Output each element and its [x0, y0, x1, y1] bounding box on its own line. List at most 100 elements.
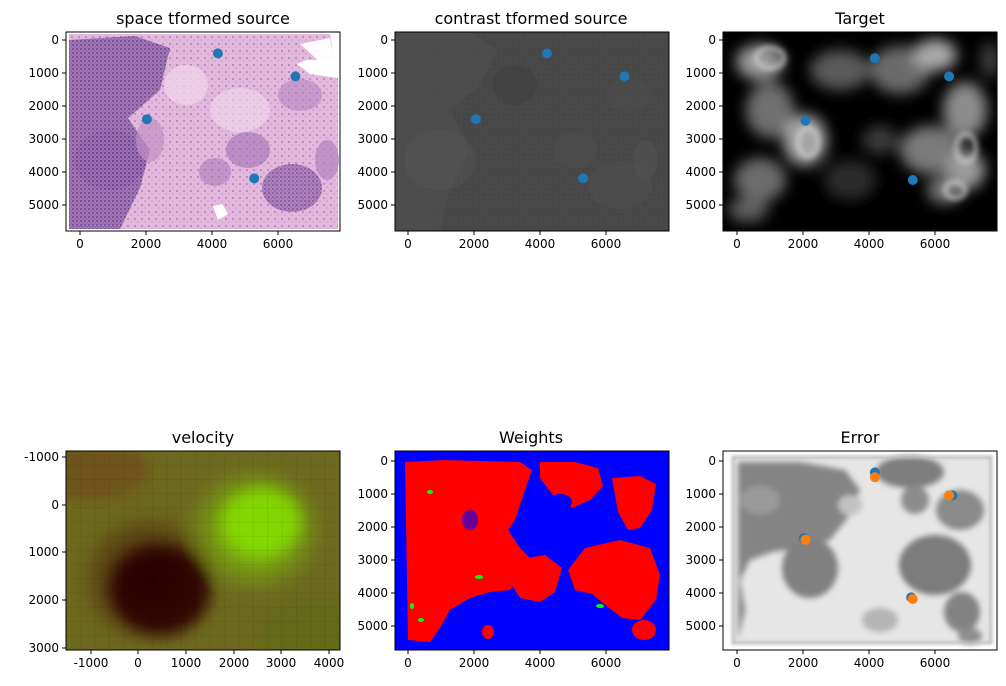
- landmark-point: [141, 114, 152, 125]
- x-tick: 4000: [525, 231, 555, 251]
- svg-text:2000: 2000: [357, 99, 388, 113]
- x-tick: 2000: [788, 231, 819, 251]
- landmark-point: [944, 490, 955, 501]
- svg-text:0: 0: [708, 33, 716, 47]
- svg-text:2000: 2000: [685, 520, 716, 534]
- svg-text:2000: 2000: [28, 593, 59, 607]
- x-tick: 0: [134, 650, 142, 670]
- svg-text:1000: 1000: [28, 66, 59, 80]
- x-tick: 0: [76, 231, 84, 251]
- svg-text:4000: 4000: [314, 656, 345, 670]
- landmark-point: [944, 71, 955, 82]
- svg-text:3000: 3000: [357, 553, 388, 567]
- y-tick: 1000: [357, 66, 395, 80]
- x-ticks: 0 2000 4000 6000: [76, 231, 293, 251]
- x-tick: 6000: [920, 650, 951, 670]
- axes-frame: [722, 31, 998, 232]
- y-tick: 0: [380, 454, 395, 468]
- y-tick: 1000: [357, 487, 395, 501]
- svg-text:2000: 2000: [788, 656, 819, 670]
- x-tick: 1000: [171, 650, 201, 670]
- y-tick: 2000: [28, 99, 66, 113]
- svg-text:1000: 1000: [685, 66, 716, 80]
- landmark-point: [619, 71, 630, 82]
- svg-text:0: 0: [134, 656, 142, 670]
- y-tick: 5000: [28, 198, 66, 212]
- y-tick: 5000: [357, 619, 395, 633]
- y-tick: 2000: [357, 520, 395, 534]
- y-tick: 3000: [28, 641, 66, 655]
- y-tick: 0: [51, 33, 66, 47]
- y-tick: 1000: [28, 545, 66, 559]
- x-tick: 3000: [266, 650, 296, 670]
- markers: [470, 48, 630, 184]
- y-tick: 5000: [685, 198, 723, 212]
- panel-title: contrast tformed source: [435, 9, 628, 28]
- markers: [800, 53, 955, 185]
- weights-image: [395, 451, 669, 650]
- landmark-point: [290, 71, 301, 82]
- svg-text:2000: 2000: [685, 99, 716, 113]
- svg-text:6000: 6000: [591, 656, 622, 670]
- landmark-point: [470, 114, 481, 125]
- y-tick: 0: [380, 33, 395, 47]
- markers: [141, 48, 301, 184]
- tissue-image: [395, 32, 669, 231]
- panel-velocity: velocity -1000 0 1000 2000 3000 4000 -10…: [24, 428, 345, 670]
- y-tick: 2000: [28, 593, 66, 607]
- svg-text:3000: 3000: [28, 641, 59, 655]
- y-tick: 3000: [685, 132, 723, 146]
- svg-text:4000: 4000: [197, 237, 228, 251]
- y-tick: 2000: [685, 99, 723, 113]
- y-tick: 0: [708, 454, 723, 468]
- x-tick: 2000: [459, 231, 490, 251]
- svg-text:2000: 2000: [219, 656, 250, 670]
- svg-text:2000: 2000: [459, 237, 490, 251]
- y-tick: 3000: [357, 132, 395, 146]
- axes-frame: [65, 31, 341, 232]
- svg-text:1000: 1000: [28, 545, 59, 559]
- y-tick: 1000: [685, 66, 723, 80]
- landmark-point: [249, 173, 260, 184]
- svg-text:5000: 5000: [28, 198, 59, 212]
- x-tick: 4000: [197, 231, 228, 251]
- y-tick: 0: [51, 498, 66, 512]
- x-ticks: -1000 0 1000 2000 3000 4000: [74, 650, 345, 670]
- panel-title: Target: [834, 9, 885, 28]
- x-tick: -1000: [74, 650, 109, 670]
- svg-text:6000: 6000: [591, 237, 622, 251]
- svg-text:2000: 2000: [131, 237, 162, 251]
- x-tick: 2000: [131, 231, 162, 251]
- svg-text:4000: 4000: [525, 656, 556, 670]
- panel-title: Error: [841, 428, 880, 447]
- x-ticks: 0 2000 4000 6000: [404, 231, 621, 251]
- svg-text:-1000: -1000: [74, 656, 109, 670]
- panel-title: velocity: [172, 428, 235, 447]
- landmark-point: [907, 594, 918, 604]
- y-tick: 4000: [685, 586, 723, 600]
- x-ticks: 0 2000 4000 6000: [733, 650, 950, 670]
- svg-text:4000: 4000: [357, 586, 388, 600]
- svg-text:2000: 2000: [788, 237, 819, 251]
- y-tick: 0: [708, 33, 723, 47]
- panel-error: Error 0 2000 4000 6000: [685, 428, 998, 670]
- svg-text:0: 0: [51, 33, 59, 47]
- landmark-point: [907, 175, 918, 185]
- x-tick: 0: [404, 650, 412, 670]
- svg-text:6000: 6000: [920, 656, 951, 670]
- tissue-image: [66, 32, 340, 231]
- svg-text:3000: 3000: [685, 132, 716, 146]
- svg-text:0: 0: [380, 33, 388, 47]
- y-tick: 5000: [685, 619, 723, 633]
- svg-text:3000: 3000: [28, 132, 59, 146]
- y-ticks: -1000 0 1000 2000 3000: [24, 450, 66, 655]
- x-tick: 6000: [263, 231, 294, 251]
- svg-text:0: 0: [733, 237, 741, 251]
- svg-text:0: 0: [380, 454, 388, 468]
- svg-text:1000: 1000: [357, 487, 388, 501]
- svg-text:6000: 6000: [263, 237, 294, 251]
- svg-text:2000: 2000: [28, 99, 59, 113]
- svg-text:3000: 3000: [357, 132, 388, 146]
- svg-text:0: 0: [76, 237, 84, 251]
